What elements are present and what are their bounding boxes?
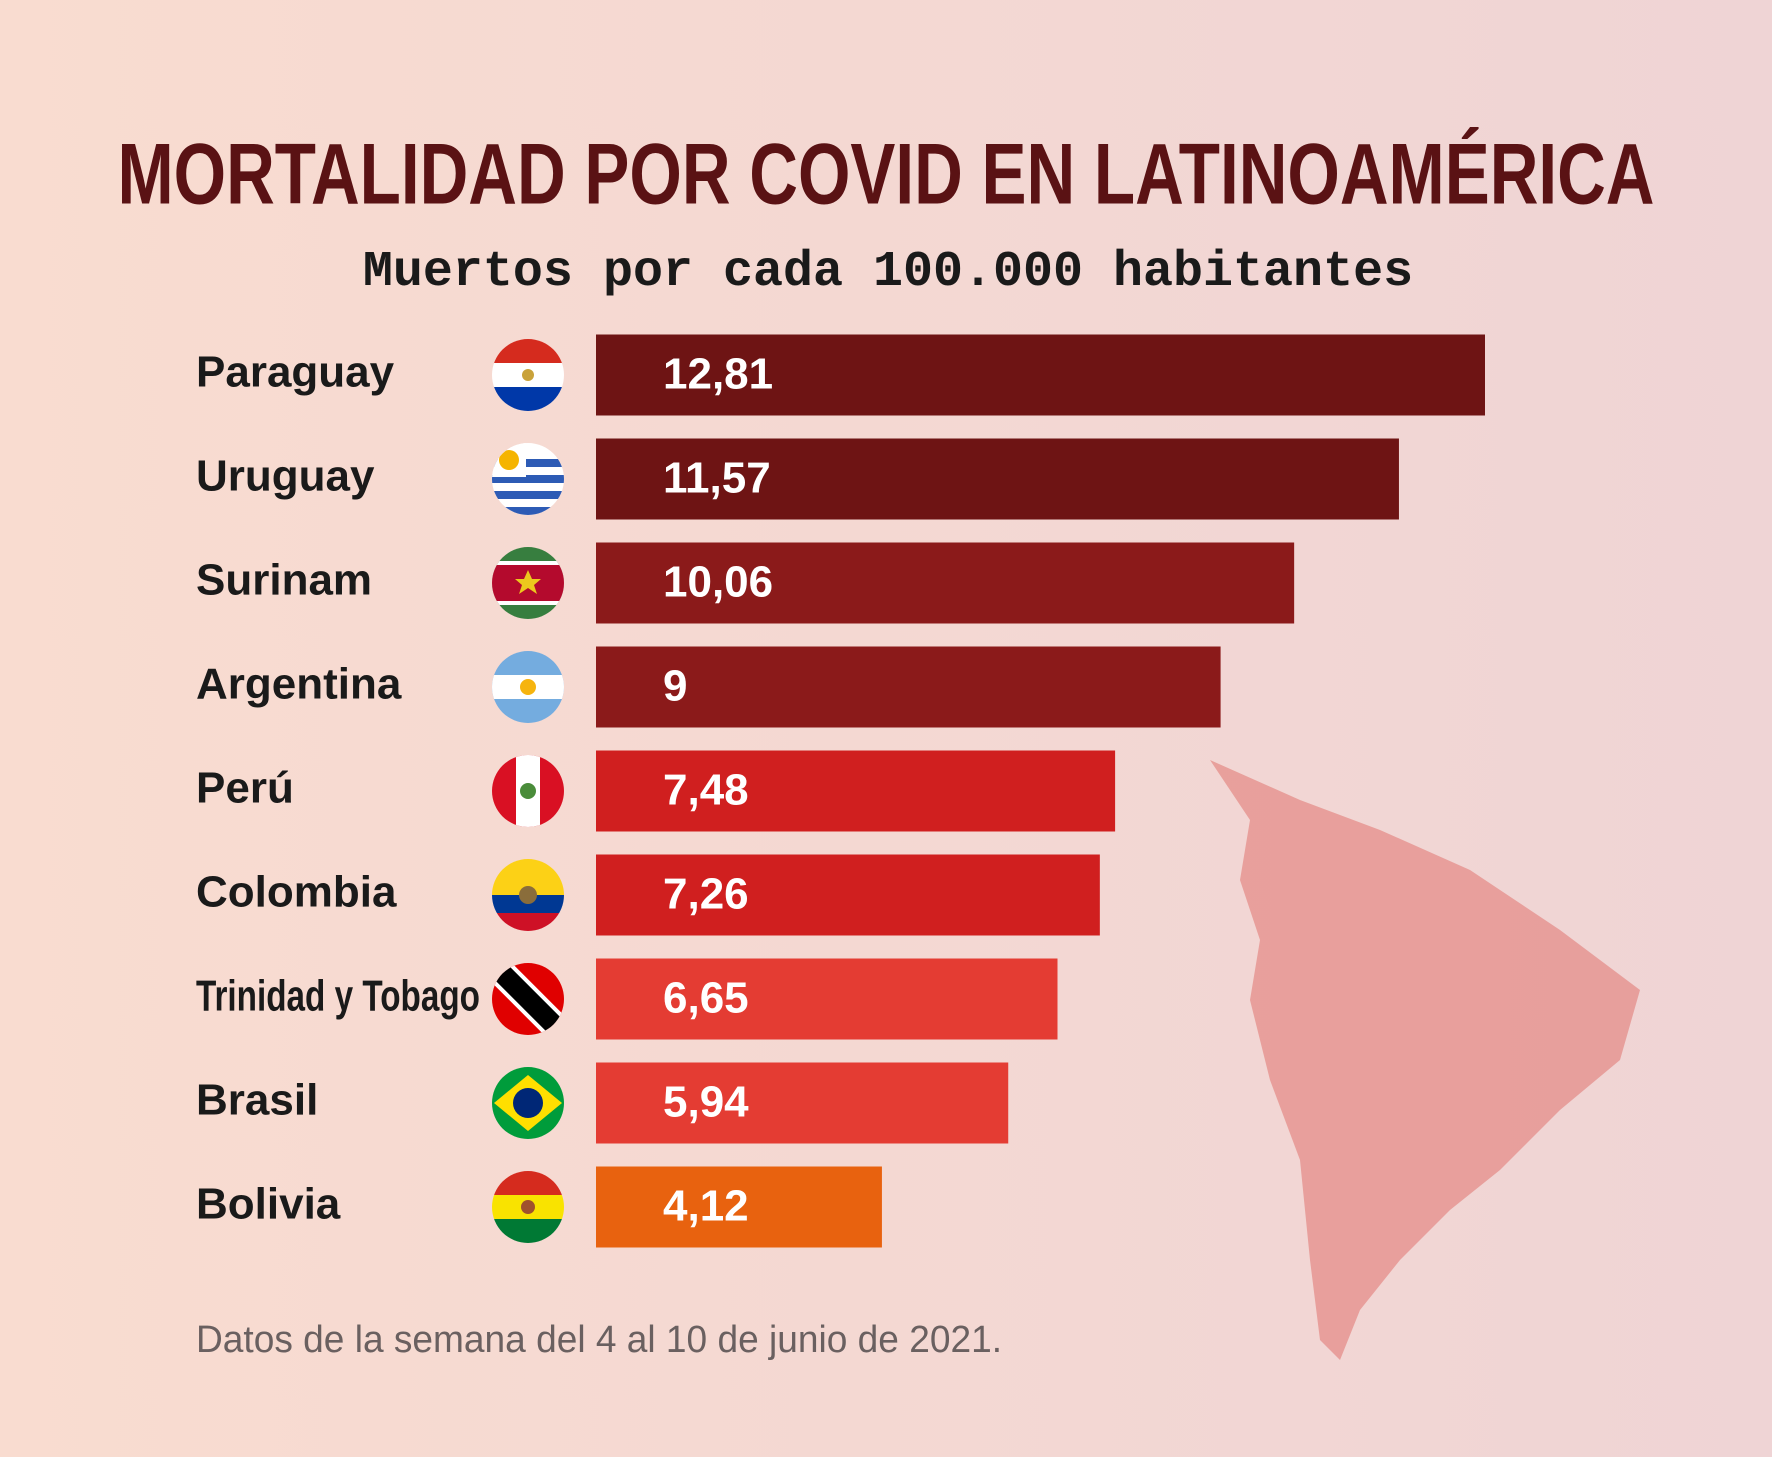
bar xyxy=(596,750,1116,832)
category-label: Paraguay xyxy=(196,348,395,397)
flag xyxy=(492,547,564,619)
chart-subtitle: Muertos por cada 100.000 habitantes xyxy=(363,244,1413,301)
value-label: 4,12 xyxy=(663,1182,749,1231)
chart-title: MORTALIDAD POR COVID EN LATINOAMÉRICA xyxy=(118,127,1655,223)
value-label: 7,26 xyxy=(663,870,749,919)
bar xyxy=(596,854,1100,936)
value-label: 9 xyxy=(663,662,687,711)
flags xyxy=(492,339,564,1243)
category-label: Brasil xyxy=(196,1076,318,1125)
flag xyxy=(492,443,564,515)
flag xyxy=(492,1171,564,1243)
category-label: Bolivia xyxy=(196,1180,341,1229)
value-label: 6,65 xyxy=(663,974,749,1023)
flag xyxy=(492,755,564,827)
bar xyxy=(596,1166,882,1248)
category-label: Perú xyxy=(196,764,294,813)
bar xyxy=(596,1062,1009,1144)
value-label: 5,94 xyxy=(663,1078,749,1127)
value-label: 12,81 xyxy=(663,350,773,399)
value-label: 7,48 xyxy=(663,766,749,815)
category-label: Argentina xyxy=(196,660,402,709)
value-label: 10,06 xyxy=(663,558,773,607)
category-label: Colombia xyxy=(196,868,397,917)
flag xyxy=(492,339,564,411)
bar xyxy=(596,334,1485,416)
bar xyxy=(596,646,1221,728)
category-label: Uruguay xyxy=(196,452,375,501)
bar xyxy=(596,958,1058,1040)
footnote: Datos de la semana del 4 al 10 de junio … xyxy=(196,1319,1002,1361)
bar xyxy=(596,542,1295,624)
category-label: Trinidad y Tobago xyxy=(196,972,480,1021)
flag xyxy=(492,859,564,931)
map-decoration xyxy=(1210,760,1640,1360)
flag xyxy=(492,651,564,723)
category-label: Surinam xyxy=(196,556,372,605)
value-label: 11,57 xyxy=(663,454,771,503)
bar xyxy=(596,438,1399,520)
flag xyxy=(492,1067,564,1139)
